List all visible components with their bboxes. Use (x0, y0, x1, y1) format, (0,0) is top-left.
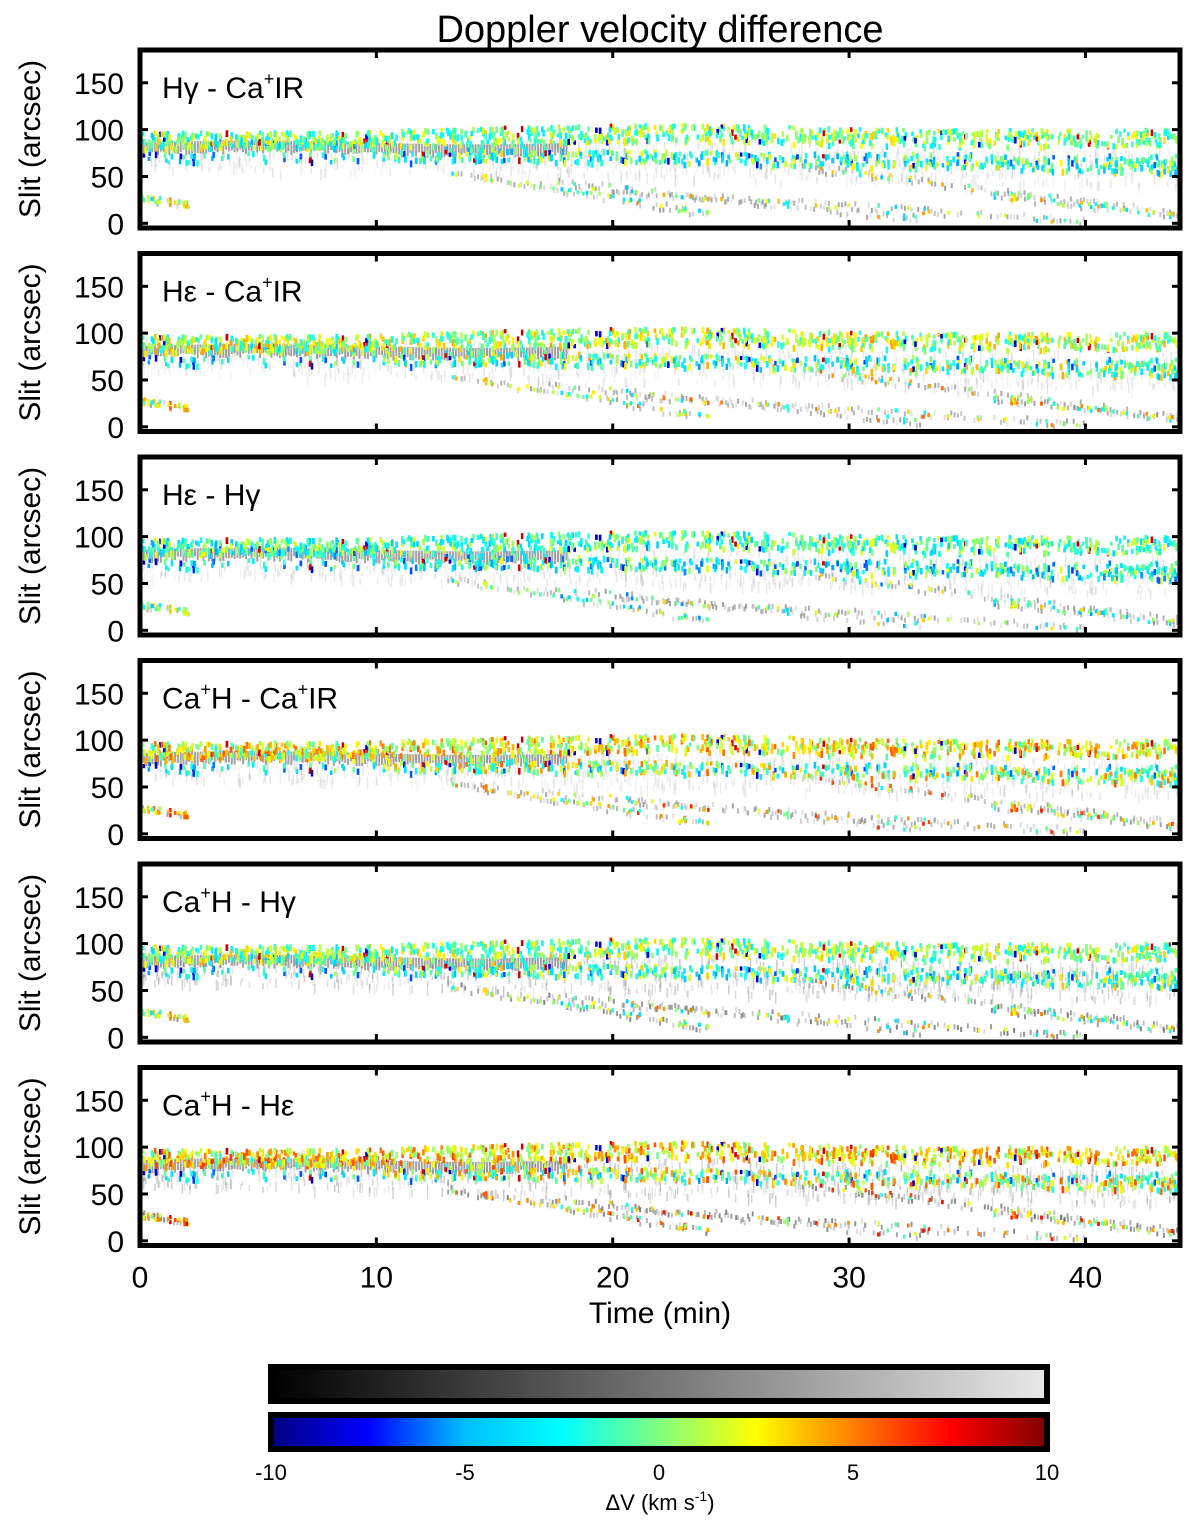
y-tick-label: 100 (74, 929, 124, 962)
panel-1-data (140, 123, 1180, 227)
x-tick-label: 0 (132, 1262, 149, 1295)
y-tick-label: 150 (74, 678, 124, 711)
panel-frame (137, 861, 1183, 1045)
y-axis-label: Slit (arcsec) (14, 60, 47, 218)
y-tick-label: 100 (74, 318, 124, 351)
y-tick-label: 0 (107, 208, 124, 241)
y-tick-label: 100 (74, 115, 124, 148)
x-tick-label: 30 (832, 1262, 865, 1295)
panel-3: 0 50 100 150 Slit (arcsec) Hε - Hγ (14, 454, 1183, 648)
panel-4: 0 50 100 150 Slit (arcsec) Ca+H - Ca+IR (14, 658, 1183, 852)
colorbar-label: ΔV (km s-1) (605, 1488, 714, 1515)
colorbar-gray (268, 1364, 1050, 1404)
y-tick-label: 100 (74, 725, 124, 758)
panel-3-data (140, 530, 1180, 633)
panel-label: Ca+H - Ca+IR (162, 680, 338, 716)
x-tick-labels: 0 10 20 30 40 (132, 1262, 1102, 1295)
y-axis-label: Slit (arcsec) (14, 263, 47, 421)
x-tick-label: 40 (1069, 1262, 1102, 1295)
y-tick-label: 50 (91, 975, 124, 1008)
colorbar: -10 -5 0 5 10 ΔV (km s-1) (255, 1364, 1059, 1515)
panel-6-data (140, 1140, 1180, 1243)
chart-title: Doppler velocity difference (436, 9, 883, 51)
x-tick-label: 10 (360, 1262, 393, 1295)
y-tick-label: 150 (74, 882, 124, 915)
colorbar-tick-label: -10 (255, 1460, 287, 1485)
panel-label: Ca+H - Hε (162, 1087, 294, 1123)
y-tick-label: 150 (74, 271, 124, 304)
y-tick-label: 0 (107, 1022, 124, 1055)
panel-frame (137, 1065, 1183, 1248)
panel-2: 0 50 100 150 Slit (arcsec) Hε - Ca+IR (14, 251, 1183, 445)
y-tick-label: 0 (107, 412, 124, 445)
panel-6: 0 50 100 150 Slit (arcsec) Ca+H - Hε (14, 1065, 1183, 1259)
panel-frame (137, 47, 1183, 231)
panel-frame (137, 251, 1183, 434)
y-tick-label: 0 (107, 615, 124, 648)
panel-1: 0 50 100 150 Slit (arcsec) Hγ - Ca+IR (14, 47, 1183, 241)
y-tick-label: 0 (107, 1226, 124, 1259)
y-axis-label: Slit (arcsec) (14, 467, 47, 625)
colorbar-tick-label: -5 (455, 1460, 475, 1485)
y-tick-label: 150 (74, 475, 124, 508)
y-tick-label: 50 (91, 161, 124, 194)
y-tick-label: 50 (91, 1179, 124, 1212)
panel-label: Hε - Hγ (162, 479, 260, 512)
panel-2-data (140, 326, 1180, 430)
y-tick-label: 50 (91, 568, 124, 601)
panel-label: Hγ - Ca+IR (162, 69, 304, 105)
panel-frame (137, 454, 1183, 638)
colorbar-tick-label: 0 (653, 1460, 665, 1485)
y-tick-label: 150 (74, 68, 124, 101)
y-tick-label: 150 (74, 1085, 124, 1118)
colorbar-tick-label: 10 (1035, 1460, 1059, 1485)
y-axis-label: Slit (arcsec) (14, 670, 47, 828)
y-tick-label: 100 (74, 522, 124, 555)
y-axis-label: Slit (arcsec) (14, 874, 47, 1032)
panel-4-data (140, 733, 1180, 837)
colorbar-ticks: -10 -5 0 5 10 (255, 1460, 1059, 1485)
y-tick-label: 50 (91, 365, 124, 398)
y-tick-label: 0 (107, 819, 124, 852)
y-tick-label: 100 (74, 1132, 124, 1165)
y-axis-label: Slit (arcsec) (14, 1077, 47, 1235)
panel-frame (137, 658, 1183, 841)
x-axis-label: Time (min) (589, 1297, 731, 1330)
x-tick-label: 20 (596, 1262, 629, 1295)
panel-5-data (140, 937, 1180, 1041)
colorbar-tick-label: 5 (847, 1460, 859, 1485)
panel-label: Hε - Ca+IR (162, 273, 303, 309)
panel-label: Ca+H - Hγ (162, 883, 296, 919)
panel-5: 0 50 100 150 Slit (arcsec) Ca+H - Hγ (14, 861, 1183, 1055)
colorbar-color (268, 1412, 1050, 1452)
y-tick-label: 50 (91, 772, 124, 805)
